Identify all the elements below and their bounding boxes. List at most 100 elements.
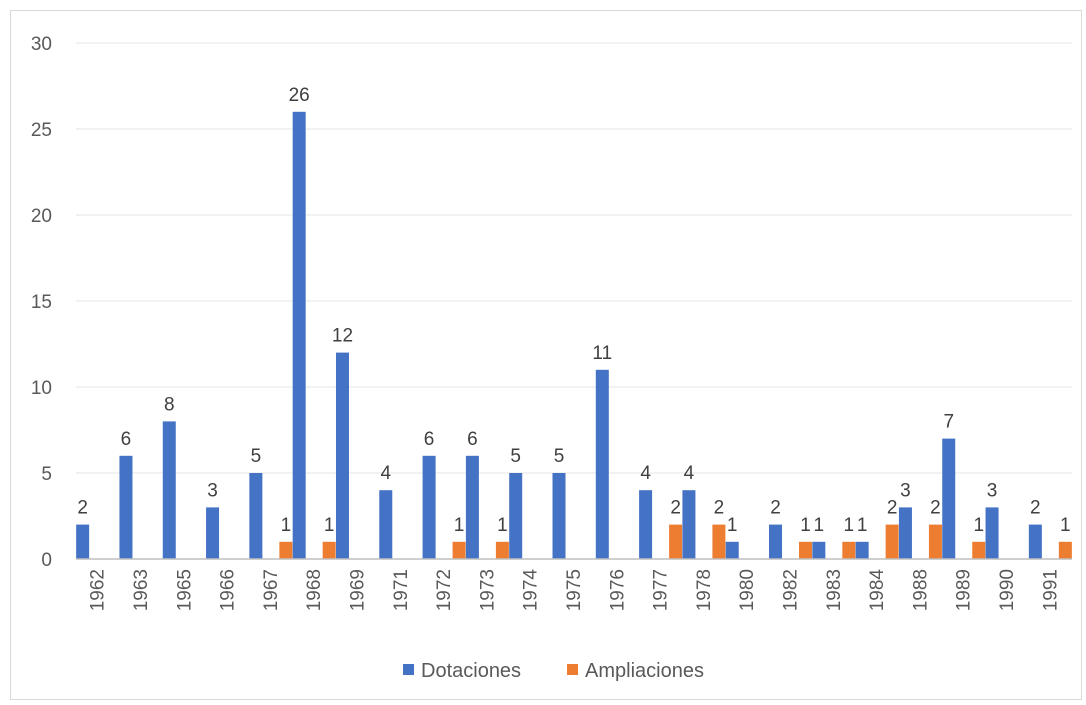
- x-tick-label: 1975: [564, 569, 585, 611]
- bar-ampliaciones-1983: [842, 541, 856, 559]
- chart-frame: [10, 10, 1082, 700]
- x-tick-label: 1966: [218, 569, 239, 611]
- data-label: 5: [251, 446, 262, 467]
- data-label: 4: [640, 463, 651, 484]
- x-tick-label: 1963: [131, 569, 152, 611]
- x-tick-label: 1968: [304, 569, 325, 611]
- bar-ampliaciones-1988: [928, 524, 942, 559]
- x-tick-label: 1989: [954, 569, 975, 611]
- bar-ampliaciones-1972: [452, 541, 466, 559]
- bar-dotaciones-1988: [898, 507, 912, 559]
- data-label: 7: [943, 412, 954, 433]
- x-tick-label: 1984: [867, 569, 888, 612]
- data-label: 1: [1060, 515, 1071, 536]
- bar-ampliaciones-1967: [279, 541, 293, 559]
- x-tick-label: 1967: [261, 569, 282, 611]
- data-label: 1: [973, 515, 984, 536]
- bar-dotaciones-1966: [206, 507, 220, 559]
- y-tick-label: 15: [31, 292, 52, 313]
- bar-dotaciones-1972: [422, 455, 436, 559]
- bar-dotaciones-1971: [379, 490, 393, 559]
- data-label: 3: [987, 480, 998, 501]
- data-label: 2: [1030, 498, 1041, 519]
- bar-ampliaciones-1978: [712, 524, 726, 559]
- x-tick-label: 1974: [521, 569, 542, 612]
- bar-ampliaciones-1982: [799, 541, 813, 559]
- y-tick-label: 5: [41, 464, 52, 485]
- bar-dotaciones-1989: [942, 438, 956, 559]
- data-label: 1: [800, 515, 811, 536]
- y-tick-label: 30: [31, 34, 52, 55]
- bar-dotaciones-1991: [1028, 524, 1042, 559]
- data-label: 26: [289, 85, 310, 106]
- x-tick-label: 1980: [737, 569, 758, 611]
- data-label: 1: [814, 515, 825, 536]
- data-label: 1: [727, 515, 738, 536]
- bar-dotaciones-1967: [249, 473, 263, 559]
- bar-ampliaciones-1989: [972, 541, 986, 559]
- legend-label-dotaciones: Dotaciones: [421, 660, 521, 682]
- x-tick-label: 1965: [174, 569, 195, 611]
- legend: Dotaciones Ampliaciones: [403, 660, 704, 682]
- data-label: 3: [900, 480, 911, 501]
- bar-dotaciones-1977: [639, 490, 653, 559]
- data-label: 8: [164, 394, 175, 415]
- x-tick-label: 1983: [824, 569, 845, 611]
- legend-swatch-dotaciones: [403, 664, 414, 675]
- data-label: 1: [857, 515, 868, 536]
- y-tick-label: 10: [31, 378, 52, 399]
- bar-ampliaciones-1984: [885, 524, 899, 559]
- data-label: 1: [844, 515, 855, 536]
- y-tick-label: 20: [31, 206, 52, 227]
- data-label: 1: [324, 515, 335, 536]
- bar-dotaciones-1984: [855, 541, 869, 559]
- bars: [76, 111, 1072, 560]
- x-tick-label: 1973: [477, 569, 498, 611]
- bar-dotaciones-1983: [812, 541, 826, 559]
- x-tick-label: 1972: [434, 569, 455, 611]
- data-label: 2: [770, 498, 781, 519]
- gridlines: [76, 42, 1072, 474]
- x-tick-label: 1977: [651, 569, 672, 611]
- data-label: 1: [281, 515, 292, 536]
- data-label: 5: [510, 446, 521, 467]
- y-axis-ticks: 0 5 10 15 20 25 30: [31, 34, 52, 571]
- data-label: 11: [592, 343, 612, 364]
- data-label: 4: [380, 463, 391, 484]
- data-label: 4: [684, 463, 695, 484]
- bar-dotaciones-1968: [292, 111, 306, 560]
- x-tick-label: 1988: [910, 569, 931, 611]
- data-label: 6: [121, 429, 132, 450]
- bar-dotaciones-1980: [725, 541, 739, 559]
- data-label: 6: [467, 429, 478, 450]
- bar-dotaciones-1973: [465, 455, 479, 559]
- x-tick-label: 1969: [347, 569, 368, 611]
- x-tick-label: 1990: [997, 569, 1018, 611]
- x-tick-label: 1971: [391, 569, 412, 611]
- bar-dotaciones-1990: [985, 507, 999, 559]
- y-tick-label: 0: [41, 550, 52, 571]
- x-axis-ticks: 1962 1963 1965 1966 1967 1968 1969 1971 1972 1973…: [88, 569, 1062, 612]
- bar-dotaciones-1975: [552, 473, 566, 559]
- legend-swatch-ampliaciones: [567, 664, 578, 675]
- data-label: 6: [424, 429, 435, 450]
- data-label: 12: [332, 326, 353, 347]
- data-label: 5: [554, 446, 565, 467]
- bar-ampliaciones-1973: [495, 541, 509, 559]
- data-label: 2: [77, 498, 88, 519]
- x-tick-label: 1982: [781, 569, 802, 611]
- bar-ampliaciones-1977: [669, 524, 683, 559]
- data-label: 2: [930, 498, 941, 519]
- x-tick-label: 1978: [694, 569, 715, 611]
- bar-ampliaciones-1968: [322, 541, 336, 559]
- bar-dotaciones-1962: [76, 524, 90, 559]
- legend-label-ampliaciones: Ampliaciones: [585, 660, 704, 682]
- x-tick-label: 1962: [88, 569, 109, 611]
- bar-dotaciones-1969: [335, 352, 349, 559]
- bar-ampliaciones-1991: [1058, 541, 1072, 559]
- data-label: 1: [454, 515, 465, 536]
- data-label: 3: [207, 480, 218, 501]
- data-label: 1: [497, 515, 508, 536]
